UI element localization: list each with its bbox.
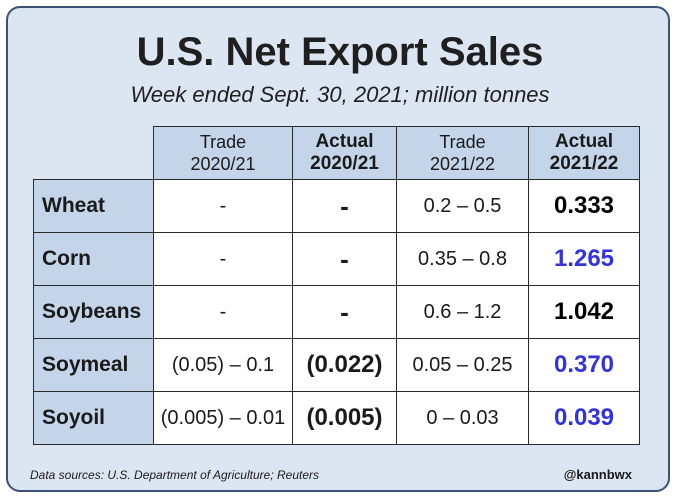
- actual-2020-21-cell: -: [292, 179, 397, 233]
- header-line2: 2020/21: [190, 154, 256, 174]
- table-row: Corn - - 0.35 – 0.8 1.265: [33, 232, 640, 286]
- page-title: U.S. Net Export Sales: [136, 30, 544, 74]
- header-line1: Trade: [439, 132, 486, 152]
- header-line1: Actual: [554, 131, 614, 152]
- header-line1: Trade: [199, 132, 247, 152]
- trade-2021-22-cell: 0 – 0.03: [396, 391, 529, 445]
- actual-2021-22-cell: 1.042: [528, 285, 640, 339]
- trade-2020-21-cell: (0.005) – 0.01: [153, 391, 293, 445]
- actual-2020-21-cell: (0.005): [292, 391, 397, 445]
- header-line2: 2020/21: [310, 153, 379, 174]
- header-actual-2020-21: Actual 2020/21: [292, 126, 397, 180]
- header-line2: 2021/22: [549, 153, 619, 174]
- header-trade-2020-21: Trade 2020/21: [153, 126, 293, 180]
- row-label: Soyoil: [33, 391, 154, 445]
- trade-2021-22-cell: 0.2 – 0.5: [396, 179, 529, 233]
- trade-2020-21-cell: -: [153, 179, 293, 233]
- header-trade-2021-22: Trade 2021/22: [396, 126, 529, 180]
- actual-2021-22-cell: 0.333: [528, 179, 640, 233]
- trade-2020-21-cell: -: [153, 232, 293, 286]
- trade-2021-22-cell: 0.6 – 1.2: [396, 285, 529, 339]
- row-label: Corn: [33, 232, 154, 286]
- export-sales-table: Trade 2020/21 Actual 2020/21 Trade 2021/…: [33, 126, 640, 445]
- row-label: Soybeans: [33, 285, 154, 339]
- row-label: Wheat: [33, 179, 154, 233]
- author-handle: @kannbwx: [563, 467, 632, 482]
- header-line2: 2021/22: [429, 154, 496, 174]
- table-row: Wheat - - 0.2 – 0.5 0.333: [33, 179, 640, 233]
- trade-2021-22-cell: 0.35 – 0.8: [396, 232, 529, 286]
- actual-2021-22-cell: 0.370: [528, 338, 640, 392]
- actual-2020-21-cell: (0.022): [292, 338, 397, 392]
- trade-2020-21-cell: -: [153, 285, 293, 339]
- actual-2020-21-cell: -: [292, 232, 397, 286]
- actual-2021-22-cell: 1.265: [528, 232, 640, 286]
- trade-2021-22-cell: 0.05 – 0.25: [396, 338, 529, 392]
- table-row: Soyoil (0.005) – 0.01 (0.005) 0 – 0.03 0…: [33, 391, 640, 445]
- header-line1: Actual: [315, 131, 374, 152]
- trade-2020-21-cell: (0.05) – 0.1: [153, 338, 293, 392]
- data-source-note: Data sources: U.S. Department of Agricul…: [30, 468, 320, 482]
- header-actual-2021-22: Actual 2021/22: [528, 126, 640, 180]
- table-row: Soymeal (0.05) – 0.1 (0.022) 0.05 – 0.25…: [33, 338, 640, 392]
- actual-2020-21-cell: -: [292, 285, 397, 339]
- row-label: Soymeal: [33, 338, 154, 392]
- page-subtitle: Week ended Sept. 30, 2021; million tonne…: [130, 82, 550, 107]
- table-row: Soybeans - - 0.6 – 1.2 1.042: [33, 285, 640, 339]
- table-header-row: Trade 2020/21 Actual 2020/21 Trade 2021/…: [34, 126, 640, 180]
- actual-2021-22-cell: 0.039: [528, 391, 640, 445]
- header-corner: [34, 127, 154, 180]
